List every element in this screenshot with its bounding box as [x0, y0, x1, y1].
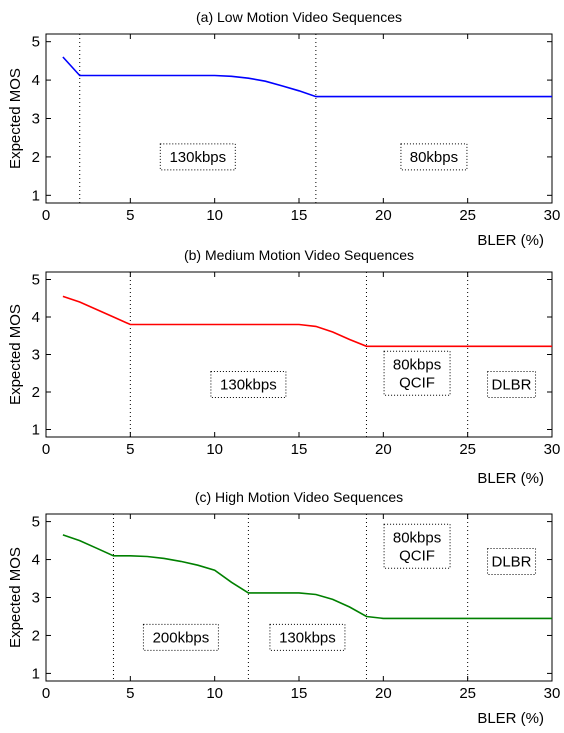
region-annotation-box: [400, 143, 468, 171]
y-tick-label: 3: [32, 590, 40, 607]
chart-title: (b) Medium Motion Video Sequences: [184, 247, 414, 263]
x-axis-label: BLER (%): [477, 710, 544, 727]
region-annotation-label: 80kbps: [393, 356, 441, 373]
x-tick-label: 20: [375, 685, 392, 702]
x-axis-label: BLER (%): [477, 232, 544, 249]
region-annotation-label: DLBR: [492, 553, 532, 570]
region-annotation: 130kbps: [159, 143, 236, 171]
y-tick-label: 1: [32, 665, 40, 682]
y-tick-label: 4: [32, 552, 40, 569]
plot-area-frame: [45, 33, 553, 204]
region-annotation-label: 200kbps: [153, 629, 210, 646]
region-annotation: 130kbps: [210, 371, 287, 398]
series-line: [62, 534, 552, 620]
region-annotation-box: [269, 623, 346, 651]
chart-title: (a) Low Motion Video Sequences: [196, 9, 402, 25]
x-tick-label: 0: [42, 207, 50, 224]
x-tick-label: 15: [291, 685, 308, 702]
x-axis-label: BLER (%): [477, 470, 544, 487]
y-tick-label: 4: [32, 309, 40, 326]
x-tick-label: 25: [459, 441, 476, 458]
series-line: [62, 295, 552, 348]
y-tick-label: 1: [32, 187, 40, 204]
x-tick-label: 25: [459, 685, 476, 702]
region-annotation: 200kbps: [142, 623, 219, 651]
region-annotation-box: [487, 547, 537, 575]
x-tick-label: 5: [126, 441, 134, 458]
y-tick-label: 4: [32, 72, 40, 89]
x-tick-label: 0: [42, 685, 50, 702]
x-tick-label: 10: [206, 685, 223, 702]
region-annotation-box: [487, 371, 537, 398]
x-tick-label: 5: [126, 207, 134, 224]
region-annotation: 130kbps: [269, 623, 346, 651]
region-annotation-box: [159, 143, 236, 171]
region-annotation-label: DLBR: [492, 377, 532, 394]
x-tick-label: 15: [291, 207, 308, 224]
x-tick-label: 30: [544, 685, 561, 702]
region-annotation: DLBR: [487, 371, 537, 398]
region-annotation: DLBR: [487, 547, 537, 575]
region-annotation-label: 130kbps: [220, 377, 277, 394]
region-annotation-box: [383, 350, 451, 396]
x-tick-label: 10: [206, 441, 223, 458]
x-tick-label: 30: [544, 207, 561, 224]
series-line: [62, 56, 552, 98]
region-annotation-label: 130kbps: [279, 629, 336, 646]
x-tick-label: 5: [126, 685, 134, 702]
y-tick-label: 5: [32, 514, 40, 531]
y-tick-label: 5: [32, 34, 40, 51]
x-tick-label: 20: [375, 207, 392, 224]
y-tick-label: 2: [32, 627, 40, 644]
x-tick-label: 0: [42, 441, 50, 458]
y-tick-label: 2: [32, 149, 40, 166]
y-axis-label: Expected MOS: [7, 304, 24, 405]
y-tick-label: 1: [32, 422, 40, 439]
y-axis-label: Expected MOS: [7, 68, 24, 169]
x-tick-label: 25: [459, 207, 476, 224]
x-tick-label: 15: [291, 441, 308, 458]
y-tick-label: 3: [32, 111, 40, 128]
y-tick-label: 3: [32, 347, 40, 364]
region-annotation-box: [210, 371, 287, 398]
chart-title: (c) High Motion Video Sequences: [195, 489, 403, 505]
plot-area-frame: [45, 271, 553, 438]
y-tick-label: 2: [32, 384, 40, 401]
x-tick-label: 20: [375, 441, 392, 458]
region-annotation-label: 80kbps: [410, 149, 458, 166]
region-annotation-label: QCIF: [399, 547, 435, 564]
x-tick-label: 30: [544, 441, 561, 458]
plot-area-frame: [45, 513, 553, 682]
region-annotation-label: QCIF: [399, 374, 435, 391]
x-tick-label: 10: [206, 207, 223, 224]
y-axis-label: Expected MOS: [7, 547, 24, 648]
y-tick-label: 5: [32, 272, 40, 289]
region-annotation-box: [383, 523, 451, 569]
region-annotation-box: [142, 623, 219, 651]
region-annotation-label: 80kbps: [393, 529, 441, 546]
region-annotation: 80kbps: [400, 143, 468, 171]
region-annotation-label: 130kbps: [169, 149, 226, 166]
